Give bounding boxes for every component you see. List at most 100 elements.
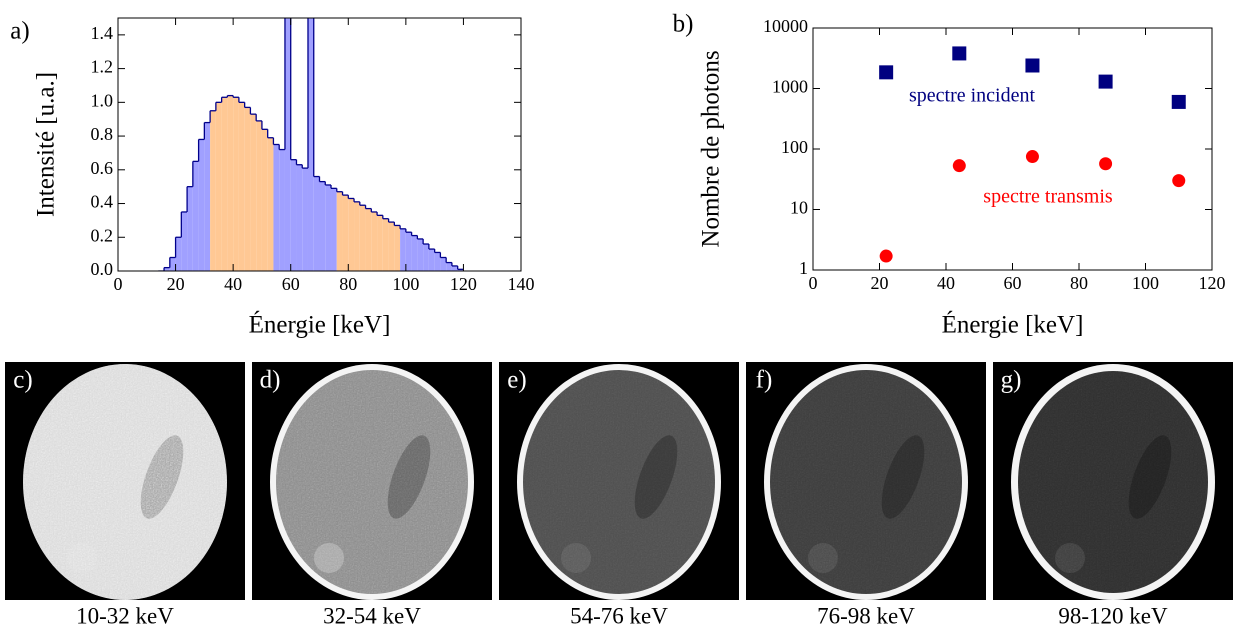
y-axis-label: Intensité [u.a.] [33, 72, 60, 217]
marker [1025, 150, 1039, 164]
bar [187, 186, 193, 271]
noise [523, 370, 715, 594]
y-tick-label: 0.0 [91, 259, 114, 279]
bar [238, 102, 245, 271]
bar [302, 168, 308, 271]
bar [336, 191, 343, 271]
y-tick-label: 100 [781, 137, 808, 157]
bar [359, 205, 366, 271]
bar [411, 235, 418, 271]
noise [23, 364, 227, 600]
bar [417, 238, 424, 271]
bar [331, 188, 337, 271]
bar [221, 97, 228, 271]
bar [400, 228, 406, 271]
bar [210, 110, 216, 271]
bar [382, 218, 389, 271]
x-axis-label: Énergie [keV] [942, 311, 1084, 339]
bar [354, 201, 360, 271]
panel-label: b) [673, 11, 694, 38]
bar [192, 161, 199, 271]
x-tick-label: 100 [392, 274, 419, 294]
x-tick-label: 140 [508, 274, 535, 294]
x-tick-label: 20 [167, 274, 185, 294]
panel-label: c) [13, 367, 32, 394]
bar [250, 114, 257, 271]
bar [451, 265, 458, 271]
x-tick-label: 80 [339, 274, 357, 294]
x-tick-label: 120 [1199, 273, 1226, 293]
y-tick-label: 0.4 [91, 192, 114, 212]
noise [276, 370, 468, 594]
x-axis-label: Énergie [keV] [249, 311, 391, 339]
bar [388, 222, 395, 271]
bar [279, 149, 285, 271]
bar [204, 122, 211, 271]
bar [371, 211, 378, 271]
bar [428, 249, 435, 271]
marker [952, 159, 966, 173]
bar [169, 257, 176, 271]
bar [244, 107, 251, 271]
bar [457, 269, 464, 271]
image-panel: c) 10-32 keV [5, 362, 245, 628]
bar [325, 184, 332, 271]
bar [307, 18, 314, 271]
panel-label: e) [507, 367, 526, 394]
bar [365, 208, 372, 271]
marker [1172, 174, 1186, 188]
axes-frame [117, 17, 522, 272]
panel-label: g) [1001, 367, 1022, 394]
marker [1025, 58, 1040, 73]
bar [284, 18, 291, 271]
y-tick-label: 0.6 [91, 158, 114, 178]
bar [290, 159, 297, 271]
x-tick-label: 40 [224, 274, 242, 294]
panel-label: d) [260, 367, 281, 394]
x-tick-label: 60 [282, 274, 300, 294]
bar [233, 97, 239, 271]
marker [879, 65, 894, 80]
series-label: spectre transmis [983, 186, 1113, 208]
panel-label: a) [10, 18, 29, 45]
y-axis-label: Nombre de photons [698, 50, 725, 247]
noise [770, 370, 962, 594]
bar [313, 176, 320, 271]
y-tick-label: 0.2 [91, 225, 114, 245]
chart: spectre incident spectre transmis 0 20 40 60 8… [673, 11, 1226, 339]
bar [227, 95, 234, 271]
x-tick-label: 80 [1070, 273, 1088, 293]
y-tick-label: 10 [790, 198, 808, 218]
bar [394, 225, 401, 271]
marker [952, 46, 967, 61]
x-tick-label: 20 [871, 273, 889, 293]
x-tick-label: 0 [114, 274, 123, 294]
x-tick-label: 60 [1004, 273, 1022, 293]
axes-frame [812, 27, 1213, 271]
noise [1018, 371, 1208, 593]
x-tick-label: 120 [450, 274, 477, 294]
y-tick-label: 1000 [772, 77, 808, 97]
y-tick-label: 1.2 [91, 57, 114, 77]
image-panel: f) 76-98 keV [746, 362, 986, 628]
bar [423, 244, 429, 271]
y-tick-label: 10000 [763, 16, 808, 36]
image-panel: e) 54-76 keV [499, 362, 739, 628]
y-tick-label: 1 [799, 258, 808, 278]
x-tick-label: 40 [937, 273, 955, 293]
panel-caption: 54-76 keV [570, 603, 668, 628]
bar [348, 198, 355, 271]
x-tick-label: 0 [809, 273, 818, 293]
panel-caption: 98-120 keV [1058, 603, 1168, 628]
marker [1098, 74, 1113, 89]
y-tick-label: 0.8 [91, 124, 114, 144]
bar [198, 139, 205, 271]
bar [377, 215, 383, 271]
panel-caption: 76-98 keV [817, 603, 915, 628]
bar [434, 252, 441, 271]
bar [256, 120, 262, 271]
bar [405, 232, 412, 271]
marker [879, 249, 893, 263]
bar [261, 129, 268, 271]
